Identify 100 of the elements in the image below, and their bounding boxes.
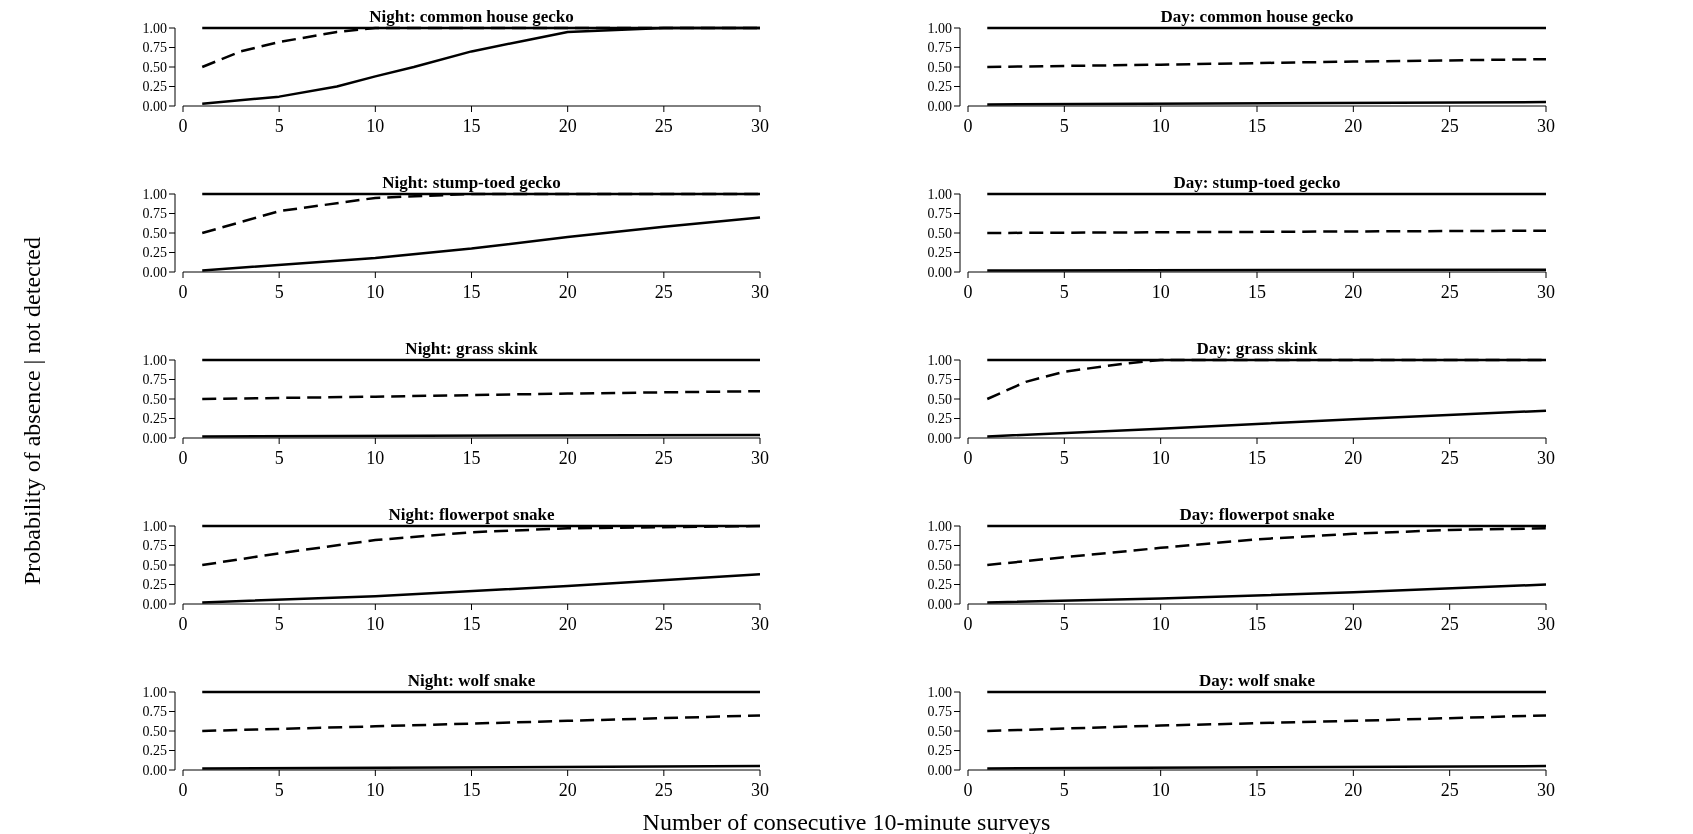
x-tick-label: 25 — [654, 116, 673, 136]
x-tick-label: 30 — [751, 780, 769, 800]
y-tick-label: 0.75 — [927, 40, 952, 55]
x-tick-label: 25 — [1440, 780, 1459, 800]
x-tick-label: 5 — [1059, 116, 1069, 136]
y-tick-label: 0.00 — [927, 430, 952, 446]
y-tick-label: 0.00 — [142, 264, 167, 280]
y-tick-label: 0.50 — [927, 723, 952, 739]
y-tick-label: 0.50 — [927, 391, 952, 407]
y-tick-label: 0.75 — [142, 704, 167, 719]
x-tick-label: 25 — [1440, 614, 1459, 634]
x-tick-label: 10 — [366, 116, 385, 136]
x-tick-label: 15 — [1248, 282, 1266, 302]
y-axis-title: Probability of absence | not detected — [19, 236, 45, 586]
x-tick-label: 0 — [178, 448, 188, 468]
chart-title: Day: common house gecko — [1160, 7, 1354, 26]
y-tick-label: 0.50 — [927, 557, 952, 573]
y-tick-label: 0.25 — [142, 245, 167, 260]
y-tick-label: 0.50 — [142, 557, 167, 573]
x-tick-label: 30 — [1537, 614, 1555, 634]
y-tick-label: 0.25 — [927, 411, 952, 426]
y-tick-label: 0.50 — [927, 225, 952, 241]
x-tick-label: 10 — [1151, 614, 1170, 634]
x-tick-label: 20 — [558, 116, 577, 136]
x-tick-label: 10 — [366, 448, 385, 468]
y-tick-label: 1.00 — [927, 352, 952, 368]
x-tick-label: 5 — [274, 448, 284, 468]
y-tick-label: 0.25 — [142, 411, 167, 426]
y-tick-label: 0.00 — [142, 596, 167, 612]
x-tick-label: 25 — [1440, 116, 1459, 136]
x-tick-label: 0 — [178, 282, 188, 302]
x-tick-label: 15 — [462, 116, 481, 136]
x-tick-label: 20 — [1344, 116, 1363, 136]
x-tick-label: 0 — [178, 614, 188, 634]
y-tick-label: 0.25 — [927, 79, 952, 94]
x-tick-label: 15 — [1248, 116, 1266, 136]
y-tick-label: 1.00 — [927, 684, 952, 700]
x-tick-label: 0 — [963, 282, 973, 302]
y-tick-label: 0.50 — [142, 391, 167, 407]
y-tick-label: 1.00 — [142, 186, 167, 202]
y-tick-label: 0.75 — [927, 538, 952, 553]
chart-title: Night: grass skink — [405, 339, 539, 358]
y-tick-label: 0.50 — [142, 225, 167, 241]
x-tick-label: 30 — [751, 116, 769, 136]
y-tick-label: 0.00 — [142, 98, 167, 114]
x-tick-label: 5 — [1059, 448, 1069, 468]
chart-title: Night: stump-toed gecko — [382, 173, 561, 192]
x-tick-label: 25 — [654, 282, 673, 302]
y-tick-label: 1.00 — [142, 352, 167, 368]
x-tick-label: 20 — [1344, 614, 1363, 634]
x-tick-label: 5 — [274, 282, 284, 302]
x-tick-label: 20 — [558, 448, 577, 468]
y-tick-label: 0.25 — [927, 743, 952, 758]
x-tick-label: 25 — [1440, 448, 1459, 468]
x-tick-label: 30 — [751, 282, 769, 302]
x-tick-label: 30 — [1537, 780, 1555, 800]
x-tick-label: 5 — [1059, 282, 1069, 302]
y-tick-label: 1.00 — [142, 684, 167, 700]
chart-title: Day: grass skink — [1196, 339, 1318, 358]
y-tick-label: 0.25 — [142, 743, 167, 758]
x-tick-label: 20 — [558, 282, 577, 302]
x-tick-label: 5 — [274, 614, 284, 634]
x-tick-label: 20 — [558, 780, 577, 800]
y-tick-label: 0.50 — [142, 59, 167, 75]
x-tick-label: 25 — [1440, 282, 1459, 302]
chart-title: Night: wolf snake — [407, 671, 536, 690]
chart-title: Day: flowerpot snake — [1179, 505, 1335, 524]
y-tick-label: 0.25 — [927, 577, 952, 592]
y-tick-label: 1.00 — [142, 20, 167, 36]
x-tick-label: 15 — [462, 282, 481, 302]
x-tick-label: 10 — [366, 780, 385, 800]
y-tick-label: 1.00 — [927, 186, 952, 202]
chart-title: Night: flowerpot snake — [388, 505, 556, 524]
x-tick-label: 30 — [751, 614, 769, 634]
x-tick-label: 0 — [178, 780, 188, 800]
y-tick-label: 0.00 — [142, 430, 167, 446]
x-tick-label: 0 — [178, 116, 188, 136]
x-tick-label: 5 — [274, 116, 284, 136]
x-tick-label: 25 — [654, 448, 673, 468]
chart-title: Night: common house gecko — [369, 7, 574, 26]
x-tick-label: 15 — [1248, 448, 1266, 468]
y-tick-label: 0.75 — [142, 372, 167, 387]
y-tick-label: 0.00 — [927, 762, 952, 778]
y-tick-label: 0.50 — [142, 723, 167, 739]
y-tick-label: 1.00 — [927, 518, 952, 534]
x-tick-label: 10 — [1151, 780, 1170, 800]
x-tick-label: 25 — [654, 780, 673, 800]
x-tick-label: 30 — [1537, 282, 1555, 302]
chart-title: Day: stump-toed gecko — [1173, 173, 1341, 192]
x-tick-label: 15 — [462, 448, 481, 468]
y-tick-label: 0.75 — [142, 40, 167, 55]
x-tick-label: 10 — [1151, 116, 1170, 136]
chart-title: Day: wolf snake — [1198, 671, 1316, 690]
y-tick-label: 0.25 — [142, 577, 167, 592]
y-tick-label: 0.00 — [142, 762, 167, 778]
y-tick-label: 1.00 — [927, 20, 952, 36]
x-tick-label: 30 — [1537, 448, 1555, 468]
y-tick-label: 0.75 — [142, 538, 167, 553]
y-tick-label: 0.75 — [142, 206, 167, 221]
x-tick-label: 15 — [1248, 614, 1266, 634]
